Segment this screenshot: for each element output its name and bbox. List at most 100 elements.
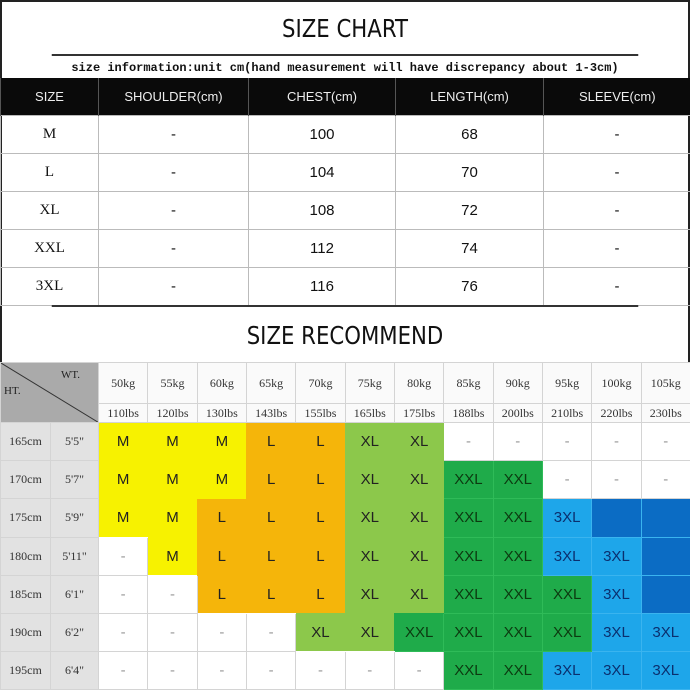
table-cell: M <box>0 114 99 154</box>
size-cell: - <box>245 650 297 690</box>
table-cell: XXL <box>0 228 99 268</box>
size-cell: L <box>295 537 346 576</box>
table-cell: - <box>543 228 690 268</box>
ht-label: HT. <box>4 385 21 397</box>
table-row: 190cm 6'2" - - - - XL XL XXL XXL XXL XXL 3XL 3XL <box>0 612 690 652</box>
size-cell <box>640 498 690 538</box>
size-cell: - <box>393 650 445 690</box>
diagonal-divider <box>1 363 98 423</box>
size-cell: XL <box>345 498 395 537</box>
size-cell: - <box>97 536 149 576</box>
table-row: L -104 70- <box>0 152 690 192</box>
size-cell: XXL <box>492 498 543 538</box>
table-cell: - <box>543 190 690 230</box>
size-cell: M <box>197 422 247 461</box>
table-row: 180cm 5'11" - M L L L XL XL XXL XXL 3XL 3XL <box>0 536 690 576</box>
size-cell: - <box>541 460 593 500</box>
size-cell <box>640 574 690 614</box>
table-row: 3XL -116 76- <box>0 266 690 306</box>
column-header: SLEEVE(cm) <box>543 78 690 115</box>
weight-kg: 85kg <box>443 361 494 405</box>
header-corner: WT. HT. <box>0 361 99 424</box>
size-cell: M <box>147 537 198 576</box>
size-cell: XXL <box>443 612 494 652</box>
size-cell: XXL <box>443 574 494 614</box>
size-recommend-table: WT. HT. 50kg 55kg 60kg 65kg 70kg 75kg 80kg 85kg 90… <box>0 361 690 690</box>
size-cell: XL <box>295 613 346 652</box>
height-cm: 165cm <box>0 422 51 462</box>
weight-kg: 50kg <box>97 361 149 405</box>
table-cell: - <box>98 228 249 268</box>
size-cell: XXL <box>541 612 593 652</box>
size-cell: 3XL <box>541 650 593 690</box>
size-cell: L <box>295 460 346 499</box>
size-cell: L <box>246 575 296 614</box>
height-cm: 190cm <box>0 612 51 652</box>
size-cell: L <box>295 498 346 537</box>
size-cell: XXL <box>393 612 445 652</box>
table-cell: 72 <box>395 190 544 230</box>
table-row: XXL -112 74- <box>0 228 690 268</box>
height-ft: 5'9" <box>50 498 99 538</box>
size-cell: L <box>197 575 247 614</box>
height-cm: 180cm <box>0 536 51 576</box>
size-cell: XL <box>345 422 395 461</box>
height-cm: 185cm <box>0 574 51 614</box>
weight-kg: 70kg <box>295 361 346 405</box>
weight-kg: 100kg <box>591 361 642 405</box>
size-cell: L <box>295 575 346 614</box>
size-cell: XL <box>345 460 395 499</box>
subtitle: size information:unit cm(hand measuremen… <box>71 61 619 75</box>
weight-lbs: 143lbs <box>245 403 297 424</box>
column-header: CHEST(cm) <box>248 78 396 115</box>
size-cell: M <box>197 460 247 499</box>
size-cell: M <box>147 422 198 461</box>
table-row: M -100 68- <box>0 114 690 154</box>
weight-kg: 60kg <box>196 361 247 405</box>
weight-lbs: 120lbs <box>147 403 198 424</box>
table-cell: L <box>0 152 99 192</box>
size-cell: XXL <box>541 574 593 614</box>
weight-lbs: 188lbs <box>443 403 494 424</box>
kg-header-row: WT. HT. 50kg 55kg 60kg 65kg 70kg 75kg 80kg 85kg 90… <box>0 361 690 424</box>
table-cell: 104 <box>248 152 396 192</box>
size-cell: XL <box>394 537 444 576</box>
height-ft: 6'2" <box>50 612 99 652</box>
page-title: SIZE CHART <box>51 2 639 56</box>
size-cell: - <box>640 422 690 462</box>
table-cell: 70 <box>395 152 544 192</box>
size-cell: 3XL <box>591 650 642 690</box>
size-cell: XXL <box>443 536 494 576</box>
table-cell: - <box>543 266 690 306</box>
size-cell: 3XL <box>640 612 690 652</box>
height-cm: 195cm <box>0 650 51 690</box>
table-cell: XL <box>0 190 99 230</box>
weight-kg: 90kg <box>492 361 543 405</box>
table-cell: - <box>98 114 249 154</box>
size-cell: 3XL <box>591 574 642 614</box>
size-cell: XXL <box>492 574 543 614</box>
table-cell: - <box>98 266 249 306</box>
wt-label: WT. <box>61 369 81 381</box>
table-cell: 112 <box>248 228 396 268</box>
size-cell: XXL <box>443 650 494 690</box>
weight-kg: 55kg <box>147 361 198 405</box>
size-cell: - <box>591 460 642 500</box>
size-cell: 3XL <box>591 536 642 576</box>
size-cell <box>591 498 642 538</box>
weight-lbs: 165lbs <box>344 403 395 424</box>
size-cell: 3XL <box>541 498 593 538</box>
table-row: 185cm 6'1" - - L L L XL XL XXL XXL XXL 3XL <box>0 574 690 614</box>
size-cell: 3XL <box>541 536 593 576</box>
weight-lbs: 230lbs <box>640 403 690 424</box>
weight-kg: 95kg <box>541 361 593 405</box>
size-cell: XXL <box>443 498 494 538</box>
column-header: LENGTH(cm) <box>395 78 544 115</box>
size-cell: L <box>197 498 247 537</box>
size-cell: XXL <box>492 612 543 652</box>
table-cell: 108 <box>248 190 396 230</box>
size-cell: - <box>591 422 642 462</box>
table-cell: 100 <box>248 114 396 154</box>
size-cell: - <box>640 460 690 500</box>
table-cell: - <box>98 152 249 192</box>
